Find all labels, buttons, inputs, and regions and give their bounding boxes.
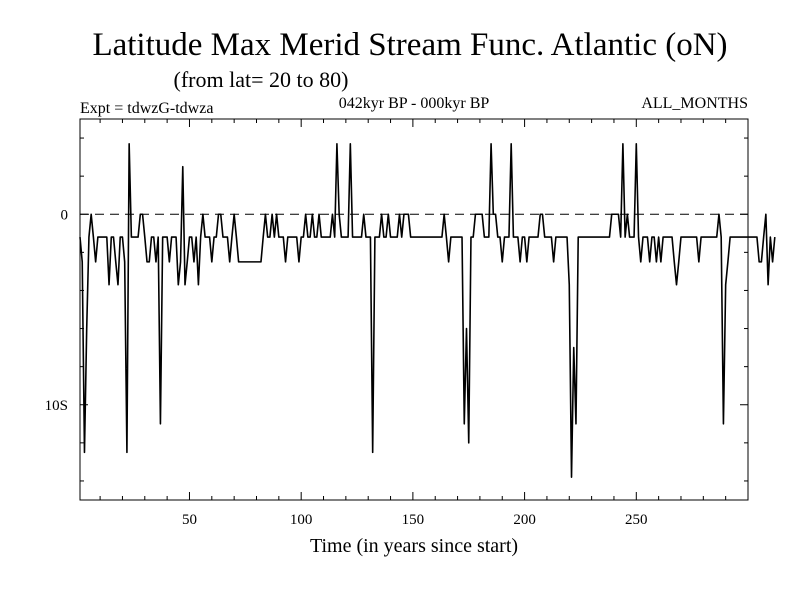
chart-subtitle: (from lat= 20 to 80) xyxy=(174,67,349,92)
x-axis-label: Time (in years since start) xyxy=(310,535,518,557)
series-line xyxy=(79,142,776,478)
x-tick-label: 50 xyxy=(182,512,197,528)
x-tick-label: 250 xyxy=(625,512,648,528)
y-tick-label: 0 xyxy=(61,207,69,223)
x-tick-label: 200 xyxy=(513,512,536,528)
x-tick-label: 150 xyxy=(402,512,425,528)
chart-title: Latitude Max Merid Stream Func. Atlantic… xyxy=(92,27,727,63)
months-label: ALL_MONTHS xyxy=(641,95,748,112)
period-label: 042kyr BP - 000kyr BP xyxy=(339,95,490,112)
plot-frame xyxy=(79,118,749,501)
tick-labels: 50 100 150 200 250 0 10S xyxy=(45,207,648,528)
y-tick-label: 10S xyxy=(45,398,68,414)
experiment-label: Expt = tdwzG-tdwza xyxy=(80,100,213,117)
x-tick-label: 100 xyxy=(290,512,313,528)
axis-ticks xyxy=(80,119,749,500)
